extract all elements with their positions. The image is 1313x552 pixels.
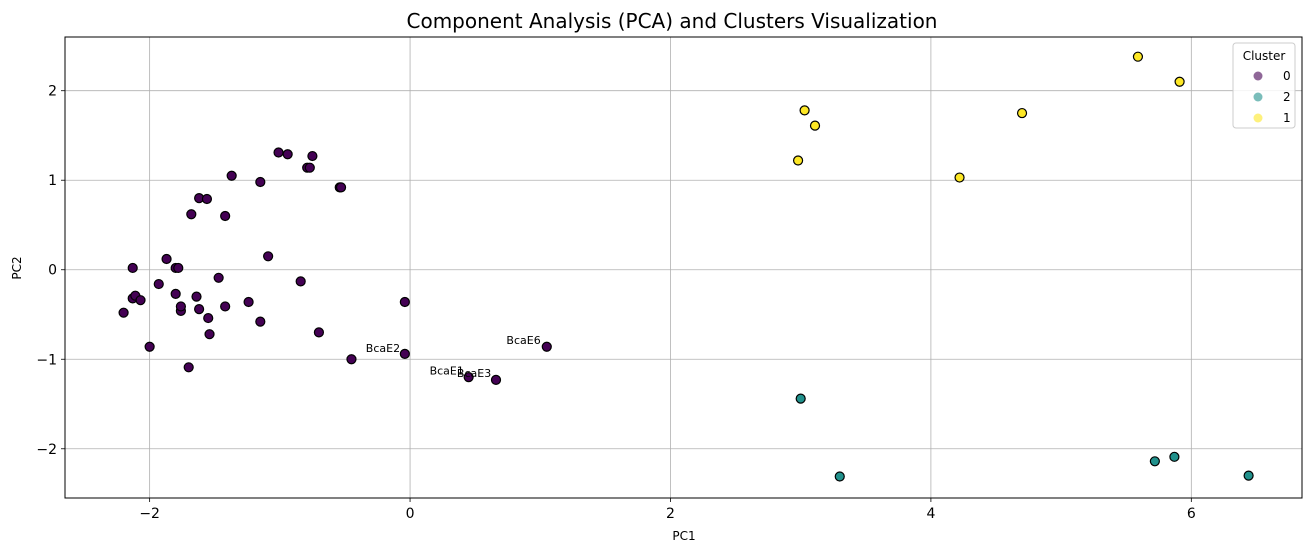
plot-frame [64,36,1303,499]
point-cluster-0 [153,278,164,290]
point-cluster-0 [399,296,410,308]
point-cluster-0 [118,307,129,318]
point-cluster-0 [313,327,325,338]
point-cluster-1 [809,120,821,131]
point-cluster-0 [201,193,213,205]
point-cluster-0 [175,301,186,312]
point-cluster-0 [226,170,237,181]
point-cluster-1 [1016,107,1028,119]
point-cluster-0 [135,295,146,306]
point-cluster-0 [161,253,172,265]
legend-label: 1 [1283,111,1291,125]
x-tick-label: 2 [666,506,675,522]
point-cluster-0 [335,182,347,193]
legend-label: 2 [1283,90,1291,104]
point-cluster-2 [1243,470,1254,481]
y-tick-label: −2 [36,442,57,458]
legend-title: Cluster [1243,49,1286,63]
point-cluster-0 [220,301,231,312]
point-cluster-0 [304,162,315,173]
y-axis-label: PC2 [10,256,24,279]
point-annotation: BcaE2 [366,342,400,355]
chart-title: Component Analysis (PCA) and Clusters Vi… [407,9,938,33]
point-cluster-0 [255,316,266,327]
legend: Cluster 0 2 1 [1232,42,1296,129]
data-points [118,51,1254,482]
point-cluster-0 [295,276,306,287]
y-tick-label: 0 [48,263,57,279]
axis-ticks: −2 0 2 4 6 −2 −1 0 1 2 [36,84,1196,522]
point-cluster-1 [1132,51,1144,62]
point-cluster-0 [282,149,293,160]
point-cluster-0 [170,288,181,300]
point-cluster-0 [220,210,231,222]
point-cluster-1 [954,172,965,183]
point-cluster-0 [399,348,410,359]
legend-marker [1253,71,1263,81]
point-cluster-0 [213,272,224,283]
point-cluster-0 [307,150,318,162]
point-cluster-0 [541,341,552,352]
point-cluster-0 [243,296,254,308]
x-axis-label: PC1 [672,529,695,543]
point-annotation: BcaE1 [430,364,464,377]
point-cluster-2 [795,393,806,404]
x-tick-label: 4 [926,506,935,522]
legend-marker [1253,92,1263,102]
y-tick-label: −1 [36,352,57,368]
point-cluster-0 [194,304,205,315]
point-cluster-0 [255,176,266,188]
point-annotation: BcaE6 [506,334,540,347]
point-cluster-0 [191,291,202,302]
x-tick-label: 6 [1187,506,1196,522]
point-cluster-2 [1169,451,1180,462]
point-cluster-1 [1174,76,1185,87]
point-cluster-2 [834,471,845,482]
legend-marker [1253,113,1263,123]
point-cluster-1 [792,155,804,166]
point-cluster-0 [273,147,284,158]
y-tick-label: 2 [48,84,57,100]
point-cluster-0 [263,251,274,262]
point-cluster-1 [799,105,810,116]
point-cluster-0 [186,209,197,220]
x-tick-label: 0 [406,506,415,522]
point-cluster-0 [203,312,214,324]
legend-label: 0 [1283,69,1291,83]
point-cluster-0 [144,341,155,352]
gridlines [65,37,1302,498]
point-cluster-0 [127,262,138,274]
x-tick-label: −2 [139,506,160,522]
point-annotation: BcaE3 [457,367,491,380]
point-cluster-2 [1149,456,1160,467]
point-cluster-0 [490,374,502,385]
point-cluster-0 [183,362,194,373]
legend-box [1232,42,1296,129]
y-tick-label: 1 [48,173,57,189]
point-cluster-0 [204,329,215,340]
point-cluster-0 [463,372,474,383]
point-cluster-0 [346,354,357,365]
point-cluster-0 [173,262,184,274]
